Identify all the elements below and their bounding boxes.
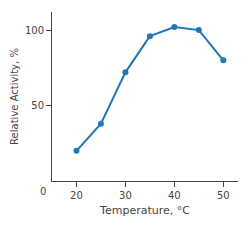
svg-text:20: 20 [70,190,83,201]
svg-text:50: 50 [31,100,44,111]
svg-text:Relative Activity, %: Relative Activity, % [9,48,20,145]
svg-text:40: 40 [168,190,181,201]
svg-text:Temperature, °C: Temperature, °C [99,204,190,217]
svg-text:0: 0 [40,186,46,197]
svg-text:100: 100 [25,25,44,36]
svg-text:50: 50 [217,190,230,201]
svg-text:30: 30 [119,190,132,201]
